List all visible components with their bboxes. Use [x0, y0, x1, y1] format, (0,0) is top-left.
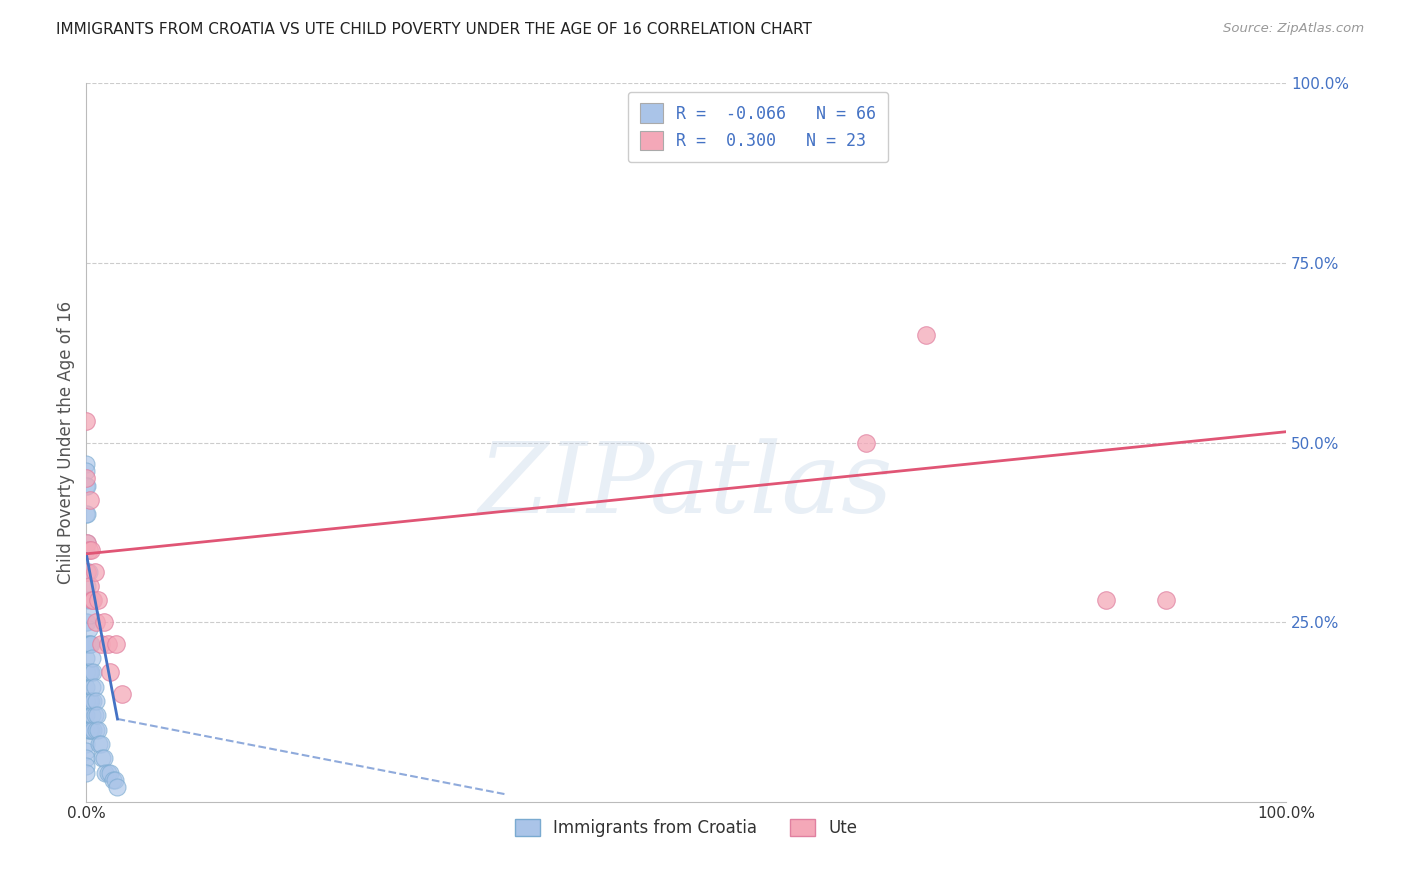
Point [87, 593, 110, 607]
Point [107, 780, 129, 795]
Point [79, 607, 101, 622]
Point [79, 492, 101, 507]
Point [98, 665, 121, 680]
Point [77, 543, 100, 558]
Text: ZIPatlas: ZIPatlas [479, 438, 893, 533]
Point [76, 536, 98, 550]
Point [94, 765, 117, 780]
Point [84, 694, 107, 708]
Point [82, 694, 104, 708]
Point [90, 751, 112, 765]
Point [83, 680, 105, 694]
Point [90, 637, 112, 651]
Point [75, 471, 97, 485]
Point [80, 637, 103, 651]
Point [82, 680, 104, 694]
Point [79, 694, 101, 708]
Point [89, 737, 111, 751]
Point [915, 327, 938, 342]
Point [87, 723, 110, 737]
Point [1154, 593, 1177, 607]
Point [79, 637, 101, 651]
Point [101, 772, 124, 787]
Point [77, 637, 100, 651]
Point [77, 694, 100, 708]
Point [76, 637, 98, 651]
Point [75, 665, 97, 680]
Point [855, 435, 877, 450]
Point [75, 464, 97, 478]
Point [75, 457, 97, 471]
Point [75, 744, 97, 758]
Point [76, 579, 98, 593]
Point [77, 565, 100, 579]
Point [75, 765, 97, 780]
Point [93, 615, 115, 629]
Point [83, 565, 105, 579]
Point [82, 665, 104, 680]
Point [83, 708, 105, 723]
Point [82, 651, 104, 665]
Point [76, 508, 98, 522]
Y-axis label: Child Poverty Under the Age of 16: Child Poverty Under the Age of 16 [58, 301, 75, 584]
Point [77, 622, 100, 636]
Point [105, 637, 128, 651]
Point [97, 765, 120, 780]
Point [1095, 593, 1118, 607]
Point [75, 565, 97, 579]
Point [75, 723, 97, 737]
Point [82, 723, 104, 737]
Point [75, 615, 97, 629]
Point [75, 737, 97, 751]
Point [80, 665, 103, 680]
Point [82, 708, 104, 723]
Point [76, 665, 98, 680]
Point [77, 593, 100, 607]
Legend: Immigrants from Croatia, Ute: Immigrants from Croatia, Ute [508, 812, 865, 844]
Point [75, 751, 97, 765]
Point [75, 694, 97, 708]
Point [75, 708, 97, 723]
Point [82, 593, 104, 607]
Point [75, 543, 97, 558]
Point [98, 765, 121, 780]
Point [80, 694, 103, 708]
Point [76, 478, 98, 492]
Point [104, 772, 127, 787]
Point [76, 536, 98, 550]
Point [76, 694, 98, 708]
Point [111, 687, 134, 701]
Point [79, 723, 101, 737]
Point [76, 615, 98, 629]
Point [97, 637, 120, 651]
Point [75, 758, 97, 772]
Point [79, 579, 101, 593]
Point [75, 593, 97, 607]
Point [90, 737, 112, 751]
Point [79, 665, 101, 680]
Point [76, 565, 98, 579]
Text: Source: ZipAtlas.com: Source: ZipAtlas.com [1223, 22, 1364, 36]
Point [84, 615, 107, 629]
Point [75, 637, 97, 651]
Point [84, 723, 107, 737]
Point [82, 593, 104, 607]
Point [80, 543, 103, 558]
Point [80, 723, 103, 737]
Text: IMMIGRANTS FROM CROATIA VS UTE CHILD POVERTY UNDER THE AGE OF 16 CORRELATION CHA: IMMIGRANTS FROM CROATIA VS UTE CHILD POV… [56, 22, 813, 37]
Point [75, 508, 97, 522]
Point [75, 478, 97, 492]
Point [86, 708, 108, 723]
Point [75, 680, 97, 694]
Point [93, 751, 115, 765]
Point [75, 651, 97, 665]
Point [77, 723, 100, 737]
Point [75, 414, 97, 428]
Point [77, 665, 100, 680]
